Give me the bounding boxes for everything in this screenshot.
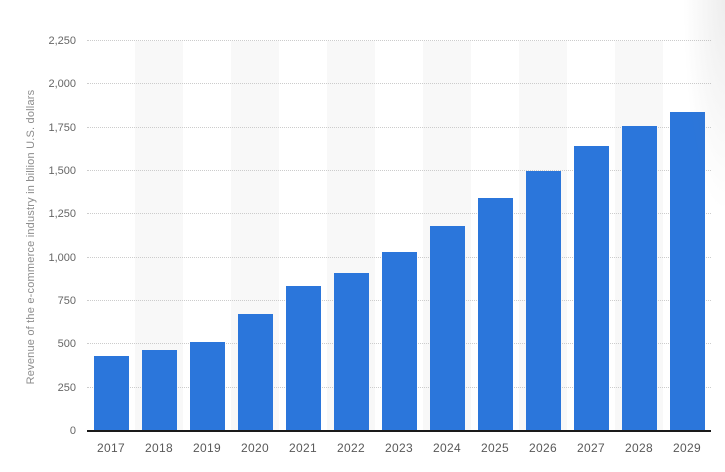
y-tick-label-750: 750 bbox=[57, 295, 76, 307]
x-tick-label-2021: 2021 bbox=[289, 441, 317, 455]
y-tick-label-2,000: 2,000 bbox=[48, 78, 76, 91]
gridline-2250 bbox=[87, 40, 711, 41]
bar-2019[interactable] bbox=[189, 341, 225, 431]
bar-2029[interactable] bbox=[669, 112, 705, 431]
x-tick-label-2023: 2023 bbox=[385, 441, 413, 455]
bar-2026[interactable] bbox=[525, 171, 561, 431]
bar-2017[interactable] bbox=[93, 356, 129, 431]
y-tick-label-2,250: 2,250 bbox=[48, 35, 76, 47]
x-axis-line bbox=[87, 430, 711, 432]
x-tick-label-2017: 2017 bbox=[97, 441, 125, 455]
y-tick-label-1,250: 1,250 bbox=[48, 208, 76, 221]
x-tick-label-2022: 2022 bbox=[337, 441, 365, 455]
y-tick-label-500: 500 bbox=[57, 338, 76, 351]
x-tick-label-2026: 2026 bbox=[529, 441, 557, 455]
bar-2021[interactable] bbox=[285, 286, 321, 431]
bar-2023[interactable] bbox=[381, 252, 417, 431]
x-tick-label-2028: 2028 bbox=[625, 441, 653, 455]
gridline-1250 bbox=[87, 213, 711, 215]
bar-2027[interactable] bbox=[573, 145, 609, 431]
y-tick-label-1,500: 1,500 bbox=[48, 165, 76, 177]
x-tick-label-2029: 2029 bbox=[673, 441, 701, 455]
y-tick-label-0: 0 bbox=[69, 425, 76, 437]
gridline-1500 bbox=[87, 170, 711, 171]
x-tick-label-2019: 2019 bbox=[193, 441, 221, 455]
bar-2018[interactable] bbox=[141, 350, 177, 431]
bar-2020[interactable] bbox=[237, 314, 273, 431]
gridline-2000 bbox=[87, 83, 711, 85]
x-tick-label-2025: 2025 bbox=[481, 441, 509, 455]
bar-2022[interactable] bbox=[333, 273, 369, 431]
bar-2025[interactable] bbox=[477, 197, 513, 431]
x-tick-label-2018: 2018 bbox=[145, 441, 173, 455]
x-tick-label-2024: 2024 bbox=[433, 441, 461, 455]
x-tick-label-2020: 2020 bbox=[241, 441, 269, 455]
x-tick-label-2027: 2027 bbox=[577, 441, 605, 455]
bar-2028[interactable] bbox=[621, 125, 657, 431]
plot-area bbox=[87, 40, 711, 432]
y-tick-label-250: 250 bbox=[57, 381, 76, 394]
gridline-1750 bbox=[87, 126, 711, 128]
y-tick-label-1,000: 1,000 bbox=[48, 251, 76, 264]
y-tick-label-1,750: 1,750 bbox=[48, 121, 76, 134]
bar-2024[interactable] bbox=[429, 225, 465, 431]
